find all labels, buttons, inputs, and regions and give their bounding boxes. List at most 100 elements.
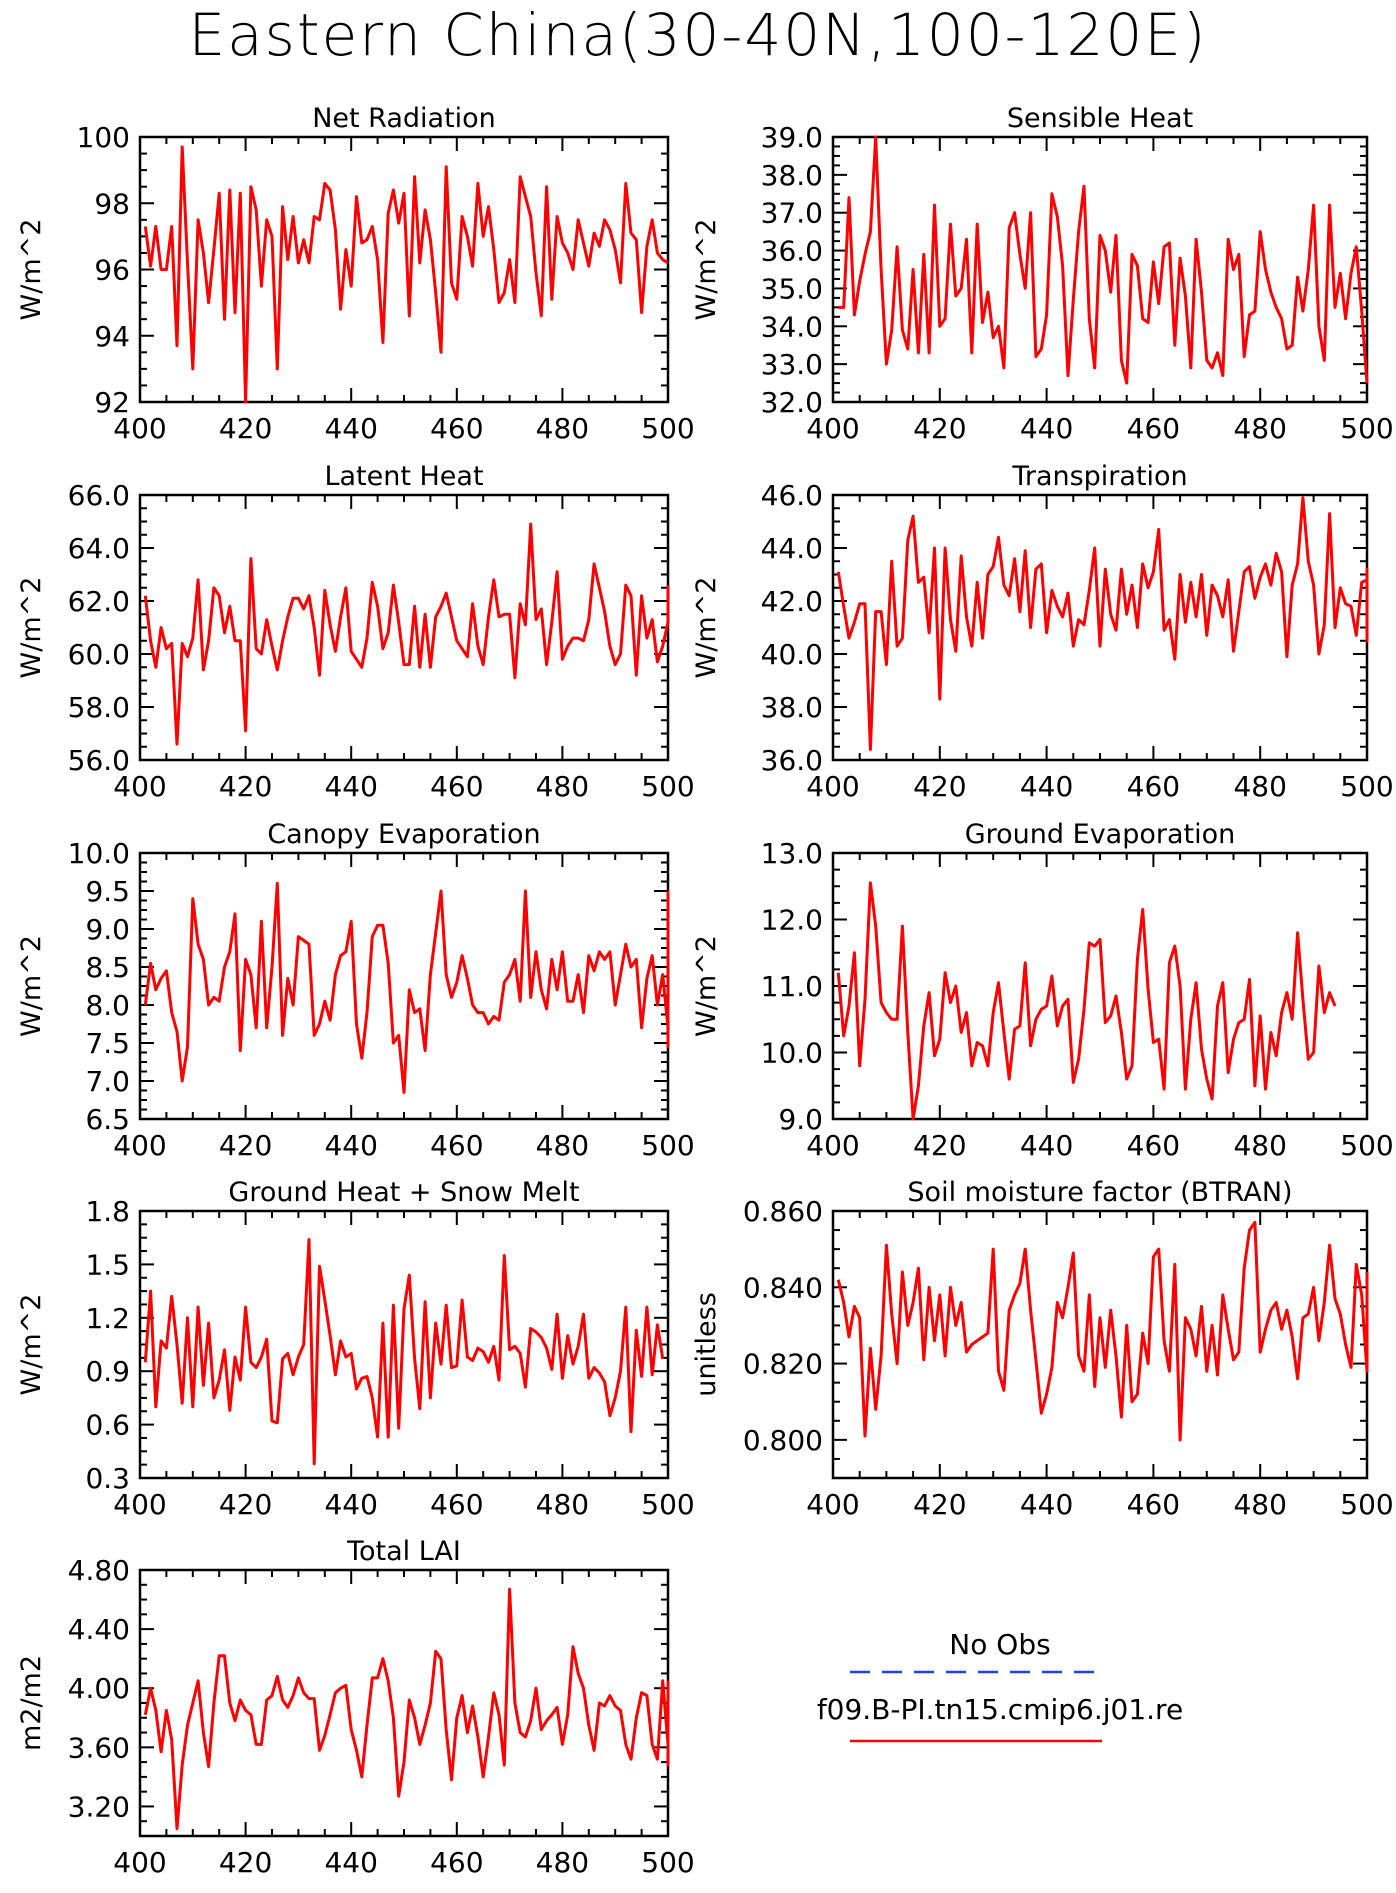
chart-panel-8: Total LAI 400 420 440 460 480 500 3.20 3.60 4.00 4… <box>16 1536 695 1879</box>
y-tick-label: 1.5 <box>85 1248 130 1281</box>
x-tick-label: 500 <box>641 412 694 445</box>
y-tick-label: 58.0 <box>68 691 130 724</box>
chart-panel-2: Latent Heat 400 420 440 460 480 500 56.0 58.0 60.… <box>16 461 695 803</box>
y-tick-label: 37.0 <box>761 197 823 230</box>
y-tick-label: 8.5 <box>85 951 130 984</box>
series-line-0 <box>838 135 1369 385</box>
plot-frame <box>138 135 670 404</box>
y-tick-label: 9.0 <box>85 913 130 946</box>
panel-title: Latent Heat <box>324 461 483 492</box>
x-tick-label: 480 <box>536 1129 589 1162</box>
y-tick-label: 42.0 <box>761 585 823 618</box>
x-tick-label: 480 <box>536 770 589 803</box>
x-tick-label: 440 <box>1020 1488 1073 1521</box>
y-tick-label: 92 <box>94 386 130 419</box>
y-tick-label: 44.0 <box>761 532 823 565</box>
x-tick-label: 480 <box>536 1846 589 1879</box>
y-axis-label: W/m^2 <box>16 219 47 321</box>
y-tick-label: 33.0 <box>761 348 823 381</box>
y-tick-label: 9.0 <box>778 1103 823 1136</box>
series-line-0 <box>836 1220 1369 1442</box>
panel-title: Soil moisture factor (BTRAN) <box>907 1177 1292 1208</box>
y-tick-label: 32.0 <box>761 386 823 419</box>
x-tick-label: 440 <box>1020 412 1073 445</box>
y-tick-label: 98 <box>94 187 130 220</box>
y-tick-label: 9.5 <box>85 875 130 908</box>
x-tick-label: 480 <box>536 1488 589 1521</box>
x-tick-label: 420 <box>219 1129 272 1162</box>
x-tick-label: 400 <box>113 412 166 445</box>
x-tick-label: 400 <box>113 1846 166 1879</box>
y-tick-label: 7.5 <box>85 1027 130 1060</box>
y-tick-label: 35.0 <box>761 272 823 305</box>
y-tick-label: 3.60 <box>68 1731 130 1764</box>
panel-title: Ground Heat + Snow Melt <box>228 1177 579 1208</box>
y-tick-label: 13.0 <box>761 837 823 870</box>
plot-frame <box>138 1568 670 1838</box>
x-tick-label: 460 <box>1127 1129 1180 1162</box>
chart-panel-3: Transpiration 400 420 440 460 480 500 36.0 38.0 4… <box>691 461 1394 803</box>
y-tick-label: 38.0 <box>761 691 823 724</box>
plot-frame <box>831 1209 1369 1480</box>
y-tick-label: 66.0 <box>68 479 130 512</box>
x-tick-label: 460 <box>1127 770 1180 803</box>
y-tick-label: 56.0 <box>68 744 130 777</box>
x-tick-label: 440 <box>1020 770 1073 803</box>
y-tick-label: 34.0 <box>761 310 823 343</box>
x-tick-label: 420 <box>913 1129 966 1162</box>
y-tick-label: 0.9 <box>85 1355 130 1388</box>
y-axis-label: W/m^2 <box>691 577 722 679</box>
series-line-0 <box>143 881 670 1094</box>
y-tick-label: 1.8 <box>85 1195 130 1228</box>
y-tick-label: 40.0 <box>761 638 823 671</box>
x-tick-label: 500 <box>641 1129 694 1162</box>
y-axis-label: unitless <box>691 1292 722 1397</box>
series-line-0 <box>143 1238 665 1466</box>
x-tick-label: 480 <box>1233 412 1286 445</box>
y-tick-label: 8.0 <box>85 989 130 1022</box>
y-tick-label: 4.40 <box>68 1613 130 1646</box>
x-tick-label: 500 <box>1340 770 1393 803</box>
y-tick-label: 11.0 <box>761 970 823 1003</box>
panel-title: Ground Evaporation <box>965 819 1236 850</box>
y-tick-label: 1.2 <box>85 1302 130 1335</box>
x-tick-label: 400 <box>113 1129 166 1162</box>
x-tick-label: 400 <box>806 412 859 445</box>
y-axis-label: m2/m2 <box>16 1655 47 1751</box>
y-tick-label: 4.00 <box>68 1672 130 1705</box>
x-tick-label: 440 <box>324 1129 377 1162</box>
y-tick-label: 46.0 <box>761 479 823 512</box>
y-tick-label: 38.0 <box>761 159 823 192</box>
chart-panel-5: Ground Evaporation 400 420 440 460 480 500 9.0 1… <box>691 819 1394 1162</box>
chart-panel-4: Canopy Evaporation 400 420 440 460 480 500 6.5 7… <box>16 819 695 1162</box>
y-tick-label: 96 <box>94 254 130 287</box>
chart-panel-1: Sensible Heat 400 420 440 460 480 500 32.0 33.0 3… <box>691 103 1394 445</box>
legend-model-label: f09.B-PI.tn15.cmip6.j01.re <box>816 1693 1184 1726</box>
x-tick-label: 420 <box>219 770 272 803</box>
y-tick-label: 10.0 <box>68 837 130 870</box>
x-tick-label: 440 <box>324 1846 377 1879</box>
chart-panel-7: Soil moisture factor (BTRAN) 400 420 440 460… <box>691 1177 1394 1521</box>
y-tick-label: 7.0 <box>85 1065 130 1098</box>
x-tick-label: 400 <box>113 1488 166 1521</box>
page-title: Eastern China(30-40N,100-120E) <box>188 1 1208 69</box>
x-tick-label: 440 <box>324 1488 377 1521</box>
series-line-0 <box>143 145 669 404</box>
y-axis-label: W/m^2 <box>691 219 722 321</box>
x-tick-label: 440 <box>324 770 377 803</box>
y-tick-label: 94 <box>94 320 130 353</box>
plot-frame <box>138 1209 670 1480</box>
x-tick-label: 460 <box>1127 412 1180 445</box>
legend-obs-label: No Obs <box>949 1628 1051 1661</box>
y-tick-label: 0.860 <box>743 1195 823 1228</box>
y-axis-label: W/m^2 <box>16 577 47 679</box>
panel-title: Net Radiation <box>312 103 496 134</box>
x-tick-label: 400 <box>113 770 166 803</box>
series-line-0 <box>836 496 1369 751</box>
y-tick-label: 36.0 <box>761 744 823 777</box>
y-tick-label: 3.20 <box>68 1790 130 1823</box>
x-tick-label: 460 <box>1127 1488 1180 1521</box>
x-tick-label: 500 <box>641 1846 694 1879</box>
y-tick-label: 100 <box>77 121 130 154</box>
